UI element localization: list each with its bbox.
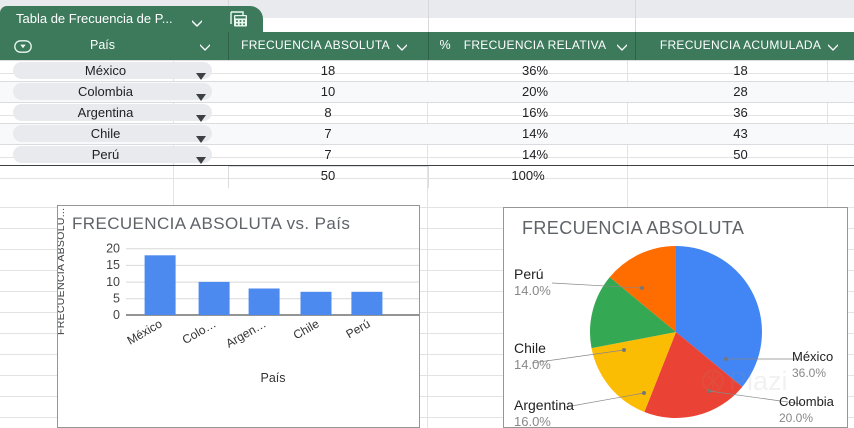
- svg-text:México: México: [125, 316, 165, 347]
- svg-text:15: 15: [106, 258, 120, 272]
- svg-text:Argen…: Argen…: [223, 316, 268, 350]
- svg-text:Chile: Chile: [291, 316, 322, 342]
- svg-text:Perú: Perú: [344, 316, 373, 341]
- svg-text:Colo…: Colo…: [180, 316, 219, 346]
- svg-text:Plazi: Plazi: [729, 366, 788, 396]
- svg-text:0: 0: [113, 308, 120, 322]
- svg-text:10: 10: [106, 275, 120, 289]
- svg-text:20: 20: [106, 242, 120, 256]
- svg-text:5: 5: [113, 292, 120, 306]
- svg-text:País: País: [260, 371, 285, 385]
